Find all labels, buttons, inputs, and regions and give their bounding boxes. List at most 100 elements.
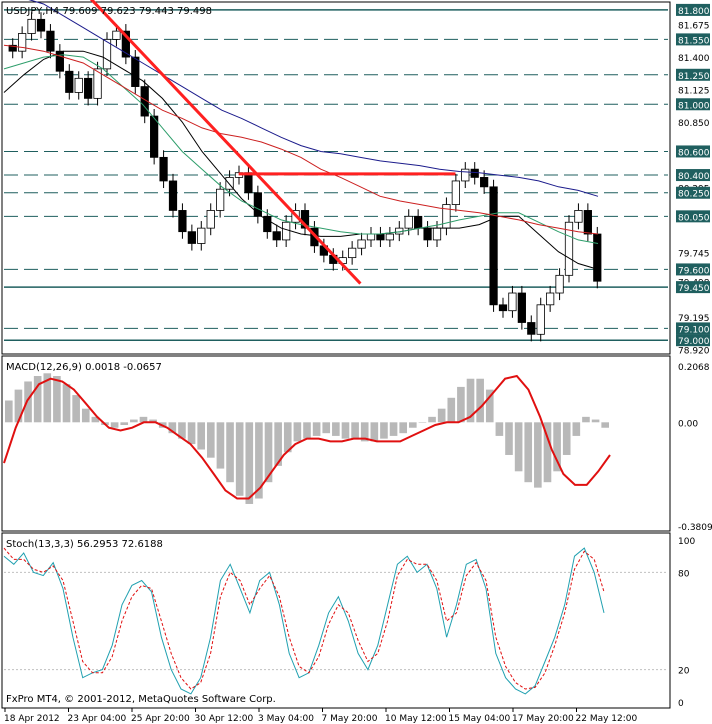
price-tick-label: 81.000 (678, 101, 710, 111)
price-label-box (676, 169, 710, 182)
price-label-box (676, 68, 710, 81)
price-tick-label: 79.100 (678, 325, 710, 335)
macd-histogram-bar (428, 416, 436, 423)
price-panel[interactable] (1, 1, 671, 355)
candle-body (376, 233, 385, 241)
macd-signal-line (3, 374, 611, 500)
candle-body (187, 231, 196, 244)
time-tick-label: 15 May 04:00 (449, 714, 511, 724)
price-label-box (676, 322, 710, 335)
macd-histogram-bar (226, 422, 234, 483)
time-tick-label: 22 May 12:00 (576, 714, 638, 724)
macd-histogram-bar (187, 422, 196, 445)
candle-body (432, 227, 442, 241)
candle-body (102, 38, 112, 70)
macd-histogram-bar (72, 395, 80, 423)
macd-histogram-bar (312, 422, 321, 436)
macd-histogram-bar (370, 422, 379, 442)
macd-histogram-bar (437, 408, 446, 423)
macd-histogram-bar (322, 422, 331, 434)
candle-body (131, 56, 140, 87)
price-label-box (676, 3, 710, 16)
stoch-panel[interactable] (1, 532, 671, 709)
macd-histogram-bar (283, 422, 292, 453)
candle-body (159, 156, 168, 182)
macd-tick-label: -0.3809 (678, 523, 712, 533)
candle-body (55, 50, 64, 72)
candle-body (593, 233, 602, 282)
macd-histogram-bar (245, 422, 254, 504)
macd-histogram-bar (264, 422, 273, 483)
macd-histogram-bar (130, 419, 138, 423)
macd-histogram-bar (341, 422, 350, 439)
candle-body (451, 180, 460, 205)
candle-body (197, 227, 206, 244)
macd-tick-label: 0.2068 (678, 363, 710, 373)
price-label-box (676, 145, 710, 158)
candle-body (244, 172, 253, 194)
candle-body (583, 210, 592, 235)
macd-histogram-bar (485, 389, 494, 423)
candle-body (263, 215, 272, 233)
time-tick-label: 17 May 20:00 (512, 714, 574, 724)
trendline (89, 0, 362, 285)
moving-average-line (3, 44, 599, 235)
time-tick-label: 3 May 04:00 (258, 714, 314, 724)
price-tick-label: 81.800 (678, 7, 710, 17)
candle-body (564, 221, 574, 276)
candle-body (46, 30, 55, 52)
macd-histogram-bar (33, 376, 42, 423)
price-tick-label: 79.450 (678, 284, 710, 294)
candle-body (366, 233, 376, 241)
price-label-box (676, 210, 710, 223)
candle-body (93, 68, 102, 99)
macd-histogram-bar (409, 422, 417, 428)
macd-header: MACD(12,26,9) 0.0018 -0.0657 (6, 362, 162, 373)
macd-histogram-bar (543, 422, 552, 483)
candle-body (121, 30, 130, 58)
price-label-box (676, 33, 710, 46)
macd-histogram-bar (562, 422, 571, 455)
price-tick-label: 79.600 (678, 266, 710, 276)
macd-histogram-bar (332, 422, 340, 436)
candle-body (272, 231, 281, 241)
macd-histogram-bar (197, 422, 205, 450)
candle-body (470, 168, 479, 178)
macd-histogram-bar (255, 422, 263, 499)
macd-histogram-bar (14, 389, 23, 423)
candle-body (178, 210, 187, 233)
stoch-header: Stoch(13,3,3) 56.2953 72.6188 (6, 539, 163, 550)
macd-histogram-bar (466, 378, 475, 423)
candle-body (498, 304, 508, 312)
stoch-tick-label: 20 (678, 667, 690, 677)
candle-body (282, 221, 291, 241)
stoch-tick-label: 100 (678, 537, 695, 547)
macd-histogram-bar (5, 400, 13, 423)
price-label-box (676, 281, 710, 294)
macd-histogram-bar (139, 416, 148, 423)
symbol-header: USDJPY,H4 79.609 79.623 79.443 79.498 (6, 6, 212, 17)
candle-body (225, 177, 234, 190)
macd-histogram-bar (168, 422, 177, 434)
price-tick-label: 81.400 (678, 54, 710, 64)
price-tick-label: 79.000 (678, 337, 710, 347)
macd-histogram-bar (360, 422, 369, 442)
price-tick-label: 81.250 (678, 72, 710, 82)
time-tick-label: 7 May 20:00 (322, 714, 378, 724)
price-tick-label: 81.125 (678, 87, 710, 97)
time-tick-label: 10 May 12:00 (385, 714, 447, 724)
candle-body (527, 322, 536, 335)
price-label-box (676, 98, 710, 111)
macd-histogram-bar (235, 422, 244, 496)
macd-histogram-bar (418, 422, 427, 423)
candle-body (508, 292, 517, 312)
candle-body (8, 44, 17, 52)
candle-body (489, 186, 498, 306)
candle-body (461, 168, 470, 182)
candle-body (536, 304, 545, 335)
candle-body (216, 188, 225, 211)
macd-histogram-bar (53, 376, 61, 423)
candle-body (253, 192, 262, 217)
price-tick-label: 81.675 (678, 22, 710, 32)
candle-body (348, 247, 357, 259)
